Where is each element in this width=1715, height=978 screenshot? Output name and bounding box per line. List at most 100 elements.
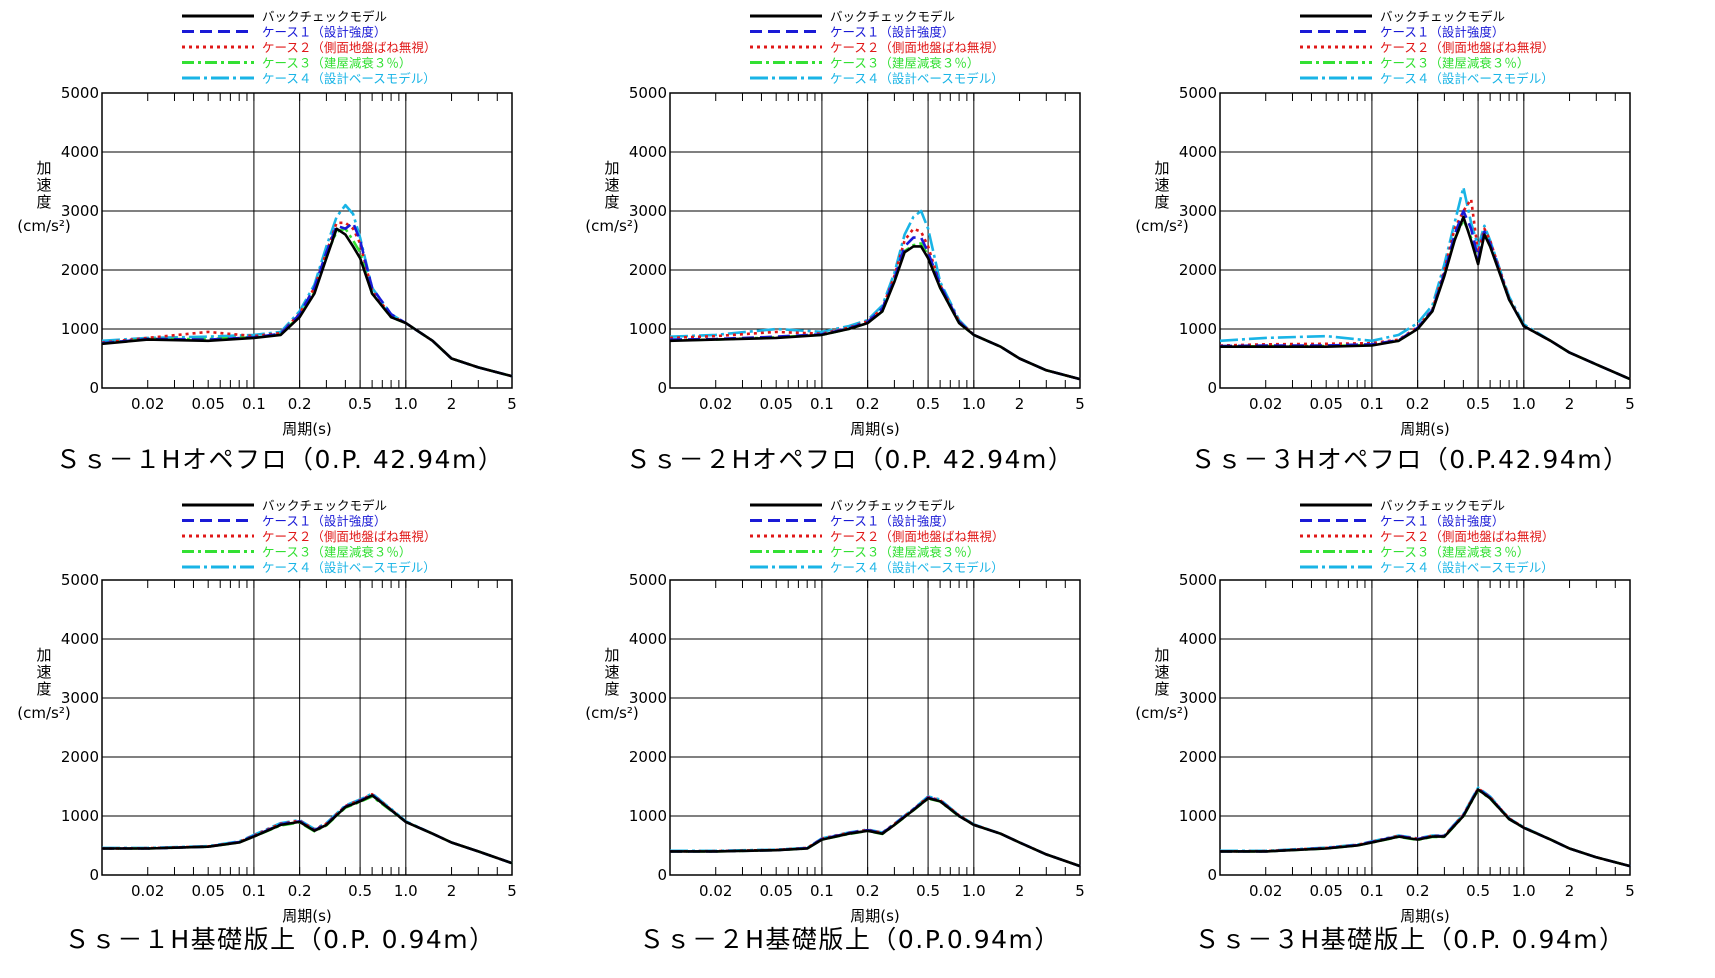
x-tick-label: 2 (1565, 882, 1575, 900)
x-tick-label: 5 (1625, 882, 1635, 900)
x-tick-label: 0.2 (1406, 882, 1430, 900)
legend-entry: ケース３（建屋減衰３％） (830, 545, 979, 560)
chart-panel-1: バックチェックモデルケース１（設計強度）ケース２（側面地盤ばね無視）ケース３（建… (17, 9, 517, 474)
legend-entry: ケース１（設計強度） (1380, 25, 1504, 40)
y-tick-label: 5000 (61, 571, 99, 589)
legend-entry: ケース２（側面地盤ばね無視） (1380, 529, 1554, 544)
x-tick-label: 0.1 (810, 882, 834, 900)
legend-entry: ケース３（建屋減衰３％） (830, 56, 979, 71)
x-tick-label: 0.02 (131, 882, 164, 900)
legend-entry: ケース３（建屋減衰３％） (1380, 545, 1529, 560)
legend: バックチェックモデルケース１（設計強度）ケース２（側面地盤ばね無視）ケース３（建… (750, 498, 1004, 575)
y-tick-label: 3000 (1179, 202, 1217, 220)
series-line-1 (669, 245, 1081, 381)
y-axis-title: 速 (36, 176, 51, 194)
x-tick-label: 0.5 (1466, 882, 1490, 900)
x-tick-label: 0.5 (348, 395, 372, 413)
y-tick-label: 2000 (1179, 261, 1217, 279)
x-tick-label: 0.05 (1309, 882, 1342, 900)
plot-frame (101, 579, 513, 876)
y-axis-title: 加 (1154, 646, 1169, 664)
axis-ticks (1265, 93, 1616, 388)
gridlines (102, 580, 512, 875)
y-axis-title: 度 (1154, 680, 1169, 698)
x-tick-label: 1.0 (1512, 882, 1536, 900)
y-tick-label: 0 (657, 379, 667, 397)
y-axis-title: 度 (36, 193, 51, 211)
x-tick-label: 1.0 (962, 882, 986, 900)
legend-entry: バックチェックモデル (262, 498, 387, 513)
x-tick-label: 1.0 (394, 882, 418, 900)
x-tick-label: 0.2 (288, 882, 312, 900)
x-tick-label: 1.0 (962, 395, 986, 413)
y-axis-unit: (cm/s²) (1135, 217, 1188, 235)
y-axis-title: 加 (36, 646, 51, 664)
legend: バックチェックモデルケース１（設計強度）ケース２（側面地盤ばね無視）ケース３（建… (750, 9, 1004, 86)
legend-entry: ケース４（設計ベースモデル） (830, 560, 1004, 575)
x-tick-label: 0.2 (288, 395, 312, 413)
series-line-5 (1220, 786, 1631, 868)
x-tick-label: 0.5 (1466, 395, 1490, 413)
y-tick-label: 1000 (1179, 807, 1217, 825)
y-axis-title: 加 (604, 646, 619, 664)
x-tick-label: 0.1 (1360, 395, 1384, 413)
series-line-1 (101, 227, 513, 378)
x-axis-title: 周期(s) (850, 420, 900, 438)
y-tick-label: 0 (1207, 379, 1217, 397)
y-tick-label: 5000 (629, 84, 667, 102)
y-axis-title: 度 (1154, 193, 1169, 211)
y-axis-unit: (cm/s²) (585, 704, 638, 722)
legend-entry: ケース３（建屋減衰３％） (262, 545, 411, 560)
y-tick-label: 5000 (61, 84, 99, 102)
y-tick-label: 5000 (629, 571, 667, 589)
gridlines (1220, 580, 1630, 875)
x-tick-label: 0.02 (699, 395, 732, 413)
gridlines (1220, 93, 1630, 388)
y-tick-label: 4000 (61, 630, 99, 648)
x-axis-title: 周期(s) (1400, 420, 1450, 438)
x-tick-label: 2 (447, 882, 457, 900)
x-tick-label: 5 (507, 395, 517, 413)
y-axis-unit: (cm/s²) (17, 704, 70, 722)
x-tick-label: 2 (1015, 882, 1025, 900)
legend: バックチェックモデルケース１（設計強度）ケース２（側面地盤ばね無視）ケース３（建… (182, 498, 436, 575)
series-lines (669, 209, 1081, 381)
gridlines (670, 93, 1080, 388)
axis-ticks (147, 580, 498, 875)
chart-panel-5: バックチェックモデルケース１（設計強度）ケース２（側面地盤ばね無視）ケース３（建… (585, 498, 1085, 954)
y-tick-label: 5000 (1179, 84, 1217, 102)
legend-entry: ケース３（建屋減衰３％） (1380, 56, 1529, 71)
x-tick-label: 5 (1075, 882, 1085, 900)
legend-entry: バックチェックモデル (830, 498, 955, 513)
y-tick-label: 1000 (61, 807, 99, 825)
legend: バックチェックモデルケース１（設計強度）ケース２（側面地盤ばね無視）ケース３（建… (1300, 9, 1554, 86)
legend-entry: バックチェックモデル (1380, 9, 1505, 24)
series-line-3 (1219, 787, 1631, 868)
x-tick-label: 2 (1015, 395, 1025, 413)
plot-frame (669, 579, 1081, 876)
x-tick-label: 0.02 (699, 882, 732, 900)
series-line-2 (101, 221, 513, 378)
plot-frame (1219, 92, 1631, 389)
y-tick-label: 0 (89, 379, 99, 397)
chart-caption: Ｓｓ－２Hオペフロ（0.P. 42.94m） (626, 445, 1075, 474)
legend-entry: ケース３（建屋減衰３％） (262, 56, 411, 71)
legend-entry: ケース２（側面地盤ばね無視） (1380, 40, 1554, 55)
legend: バックチェックモデルケース１（設計強度）ケース２（側面地盤ばね無視）ケース３（建… (182, 9, 436, 86)
x-tick-label: 1.0 (1512, 395, 1536, 413)
legend-entry: ケース１（設計強度） (830, 514, 954, 529)
legend-entry: ケース４（設計ベースモデル） (262, 71, 436, 86)
series-line-3 (1219, 197, 1631, 381)
legend-entry: バックチェックモデル (262, 9, 387, 24)
x-axis-title: 周期(s) (282, 907, 332, 925)
y-axis-title: 加 (604, 159, 619, 177)
y-axis-title: 速 (1154, 663, 1169, 681)
y-axis-title: 速 (1154, 176, 1169, 194)
y-tick-label: 0 (657, 866, 667, 884)
x-tick-label: 0.2 (856, 395, 880, 413)
x-tick-label: 0.02 (1249, 882, 1282, 900)
y-axis-title: 加 (1154, 159, 1169, 177)
legend-entry: バックチェックモデル (1380, 498, 1505, 513)
chart-panel-3: バックチェックモデルケース１（設計強度）ケース２（側面地盤ばね無視）ケース３（建… (1135, 9, 1635, 474)
legend-entry: ケース２（側面地盤ばね無視） (830, 40, 1004, 55)
